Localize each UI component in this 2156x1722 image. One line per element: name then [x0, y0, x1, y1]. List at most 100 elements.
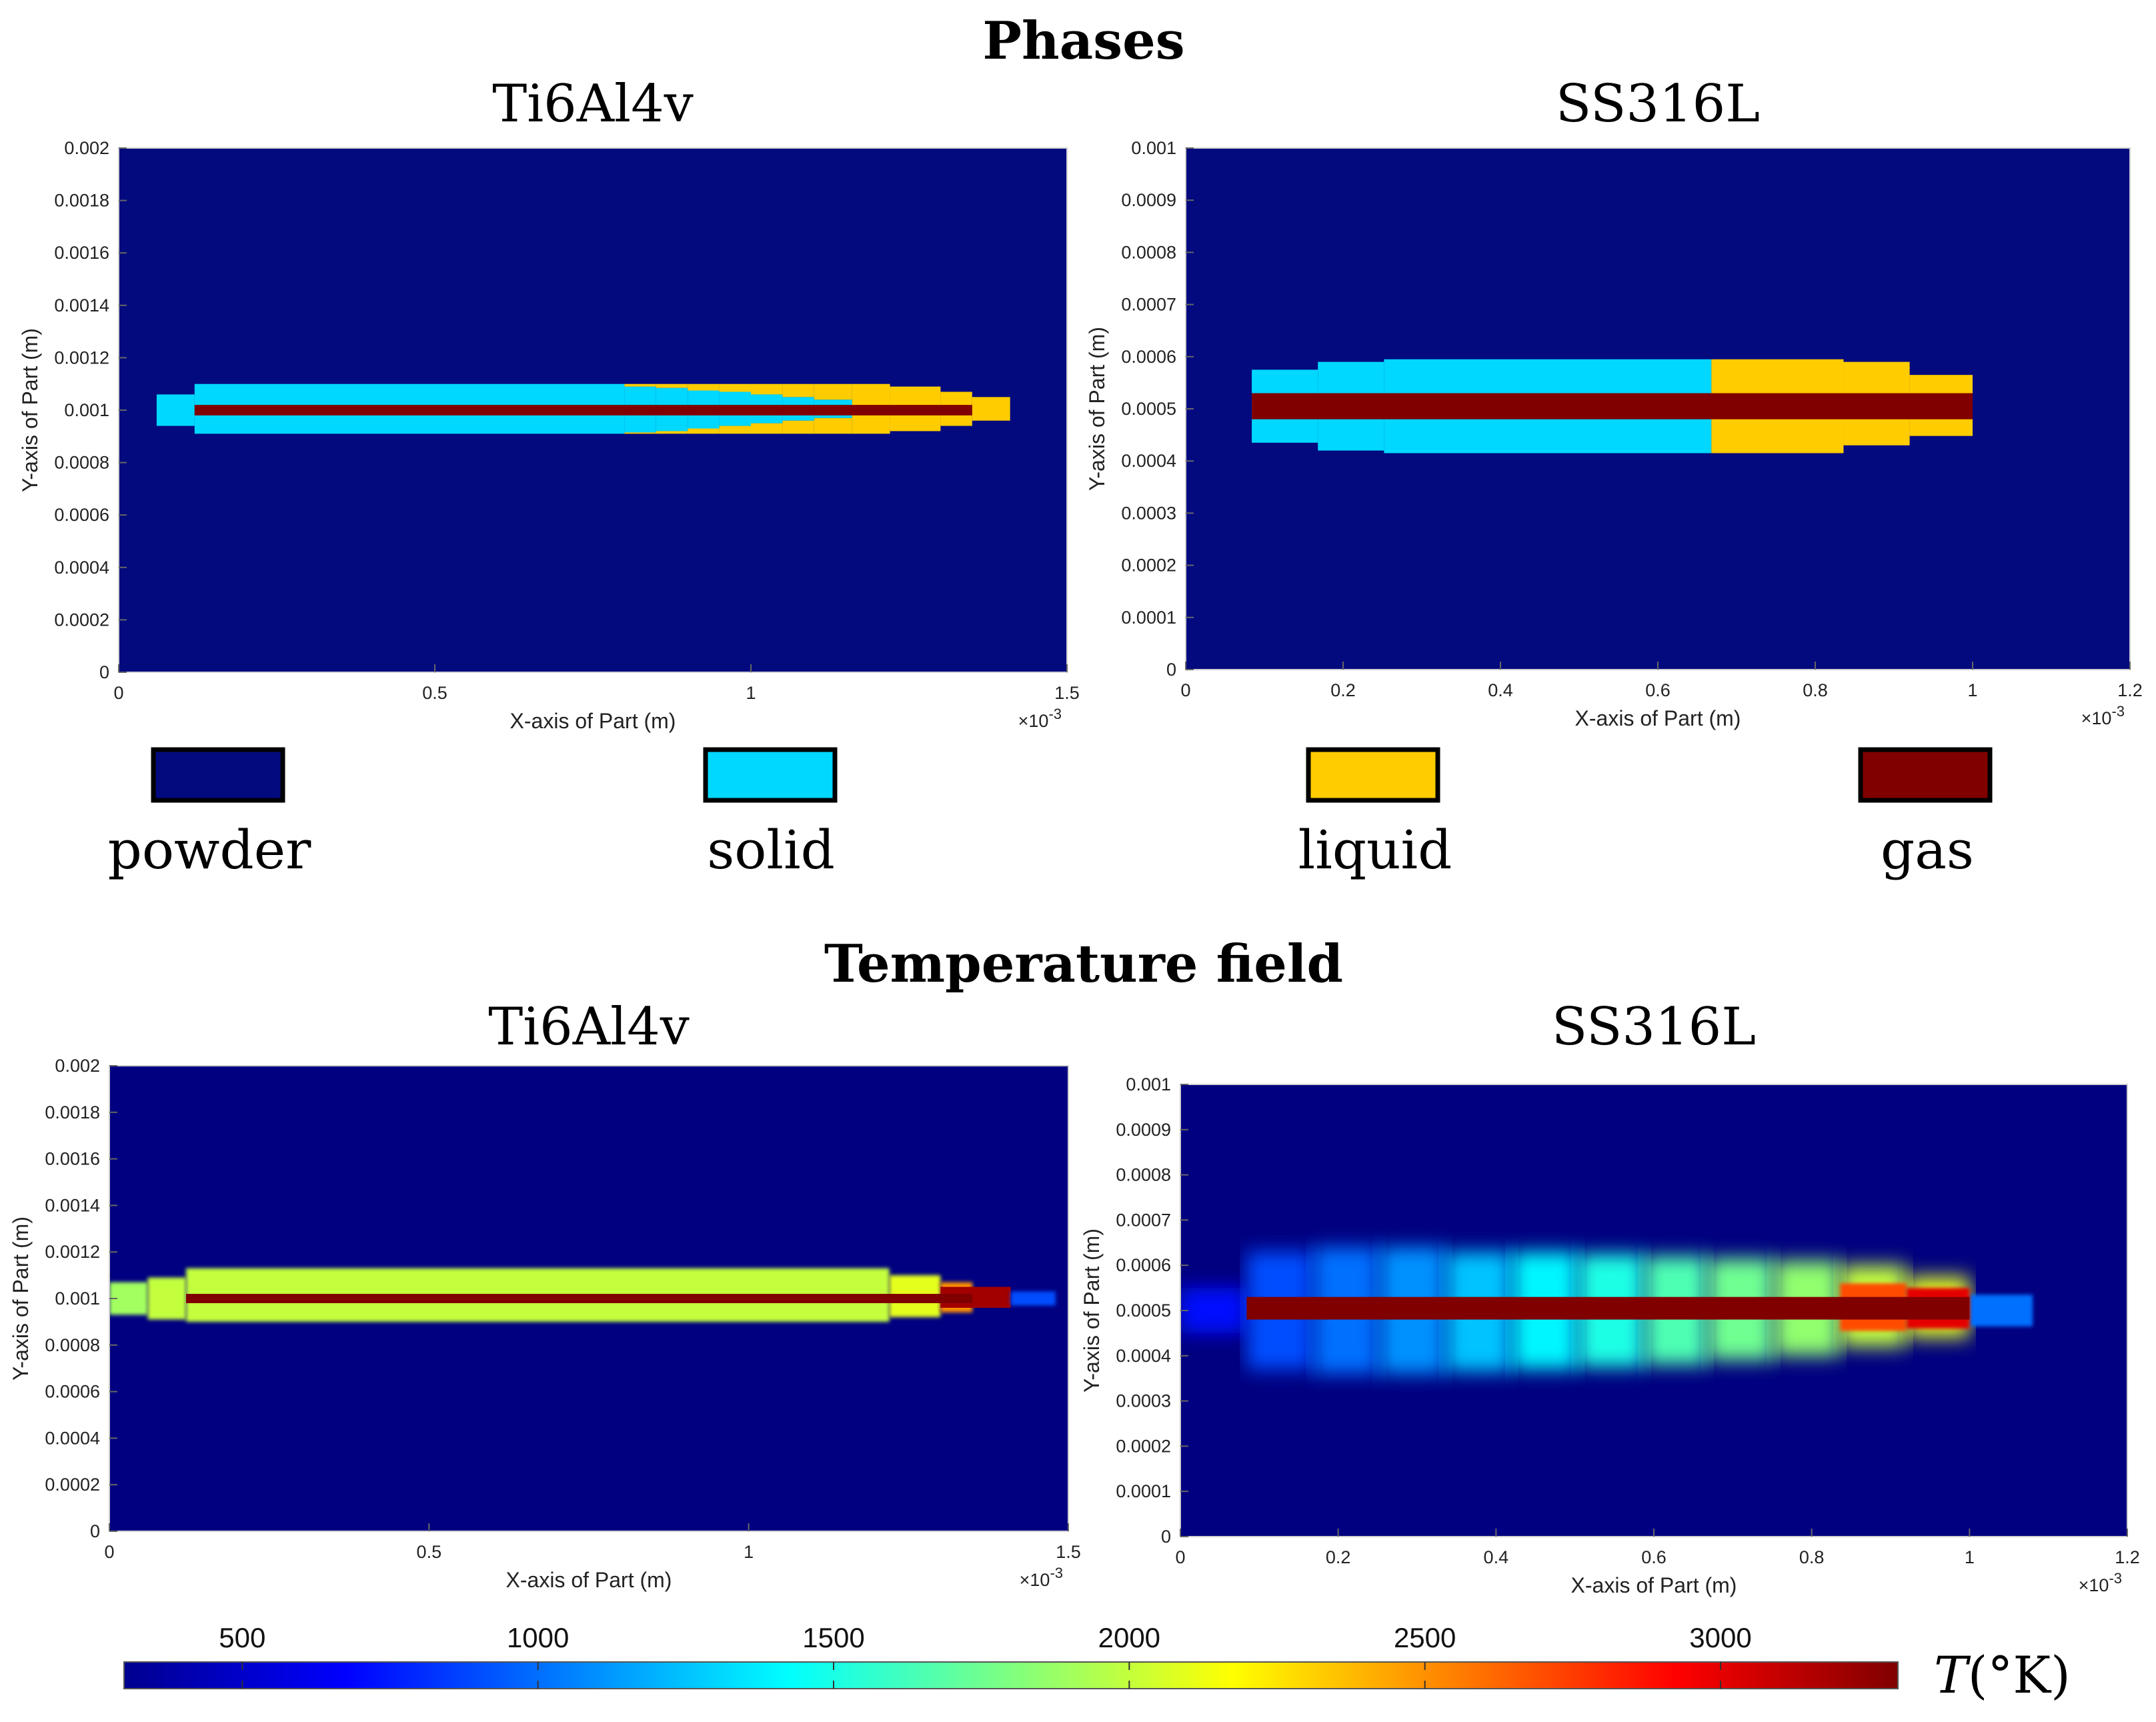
- y-tick-label: 0: [1161, 1527, 1171, 1547]
- y-tick-label: 0: [1166, 660, 1176, 680]
- x-tick-label: 0.6: [1645, 680, 1671, 700]
- y-tick-label: 0.0002: [45, 1475, 100, 1495]
- x-axis-exponent: ×10-3: [1020, 1565, 1063, 1590]
- y-tick-label: 0.0006: [54, 505, 109, 525]
- x-axis-exponent-power: -3: [2111, 703, 2125, 720]
- temperature-colorbar: 500 1000 1500 2000 2500 3000 T(°K): [123, 1622, 2071, 1705]
- y-tick-label: 0.0001: [1116, 1481, 1171, 1501]
- legend-swatch-powder: [151, 747, 285, 803]
- y-tick-label: 0.0016: [45, 1149, 100, 1169]
- x-tick-label: 0: [113, 683, 123, 703]
- x-tick-label: 1: [744, 1542, 754, 1562]
- x-tick-label: 0.8: [1803, 680, 1828, 700]
- legend-label-liquid: liquid: [1298, 819, 1452, 881]
- y-tick-label: 0.0006: [1116, 1255, 1171, 1275]
- y-tick-label: 0: [90, 1521, 100, 1541]
- phase-legend: powder solid liquid gas: [108, 747, 1993, 881]
- y-tick-label: 0.0004: [1116, 1346, 1171, 1366]
- temperature-cell: [186, 1294, 973, 1303]
- x-tick-label: 0.4: [1484, 1547, 1509, 1567]
- y-tick-label: 0.0018: [54, 191, 109, 211]
- y-tick-label: 0.002: [64, 138, 109, 158]
- legend-label-powder: powder: [108, 819, 311, 881]
- y-tick-label: 0.0005: [1121, 399, 1176, 419]
- colorbar-tick-label: 500: [219, 1622, 265, 1653]
- phase-region-liquid: [751, 423, 783, 434]
- x-axis-exponent-base: ×10: [2079, 1575, 2109, 1595]
- colorbar-label-unit: (°K): [1968, 1645, 2071, 1705]
- phase-region-liquid: [688, 383, 720, 391]
- y-tick-label: 0.0008: [1121, 242, 1176, 262]
- y-tick-label: 0.0008: [54, 453, 109, 473]
- y-tick-label: 0.0008: [1116, 1165, 1171, 1185]
- phase-region-liquid: [972, 397, 1010, 421]
- x-tick-label: 1.5: [1056, 1542, 1081, 1562]
- x-axis-label: X-axis of Part (m): [510, 709, 676, 733]
- y-tick-label: 0.0006: [1121, 347, 1176, 367]
- heatmap-cells: [156, 383, 1010, 434]
- y-axis-label: Y-axis of Part (m): [1085, 327, 1109, 491]
- y-tick-label: 0.001: [55, 1288, 100, 1309]
- x-tick-label: 0.5: [422, 683, 447, 703]
- x-axis-label: X-axis of Part (m): [1575, 706, 1741, 730]
- temperature-cell: [1010, 1291, 1056, 1306]
- legend-swatch-gas: [1858, 747, 1993, 803]
- heatmap-cells: [1180, 1247, 2033, 1374]
- y-axis-label: Y-axis of Part (m): [18, 328, 42, 492]
- heatmap-cells: [1252, 359, 1973, 454]
- y-axis-label: Y-axis of Part (m): [9, 1216, 33, 1381]
- y-tick-label: 0.0003: [1116, 1391, 1171, 1411]
- temperature-cell: [1969, 1295, 2033, 1327]
- y-tick-label: 0.0005: [1116, 1301, 1171, 1321]
- x-axis-exponent-power: -3: [2109, 1570, 2122, 1587]
- phase-region-liquid: [624, 383, 656, 387]
- y-tick-label: 0.0002: [1116, 1436, 1171, 1456]
- colorbar-tick-label: 2000: [1098, 1622, 1160, 1653]
- x-axis-exponent-base: ×10: [1020, 1570, 1050, 1590]
- x-axis-exponent-base: ×10: [1018, 711, 1049, 731]
- y-tick-label: 0.0012: [45, 1242, 100, 1262]
- y-tick-label: 0.0007: [1116, 1210, 1171, 1230]
- x-tick-label: 0.2: [1326, 1547, 1351, 1567]
- y-tick-label: 0.001: [1131, 138, 1176, 158]
- y-tick-label: 0.0014: [54, 295, 109, 315]
- y-tick-label: 0.0012: [54, 347, 109, 367]
- y-tick-label: 0.0002: [54, 610, 109, 630]
- y-tick-label: 0.0008: [45, 1335, 100, 1355]
- y-tick-label: 0.0001: [1121, 608, 1176, 628]
- y-axis-label: Y-axis of Part (m): [1080, 1228, 1104, 1393]
- phase-region-gas: [194, 405, 972, 415]
- colorbar-tick-label: 1000: [507, 1622, 569, 1653]
- y-tick-label: 0.0018: [45, 1102, 100, 1122]
- x-axis-label: X-axis of Part (m): [1571, 1573, 1737, 1597]
- y-tick-label: 0.0009: [1121, 190, 1176, 210]
- x-tick-label: 0.2: [1330, 680, 1356, 700]
- phase-region-solid: [156, 394, 195, 426]
- colorbar-tick-label: 3000: [1689, 1622, 1751, 1653]
- y-tick-label: 0.0004: [45, 1428, 100, 1448]
- phase-ss316l-panel: SS316L 0 0.2 0.4 0.6 0.8 1 1.2 0 0.0001 0.0002 0.00…: [1085, 74, 2143, 730]
- temperature-cell: [1180, 1288, 1247, 1333]
- x-tick-label: 1: [746, 683, 756, 703]
- phase-region-liquid: [719, 425, 751, 434]
- x-axis-exponent-power: -3: [1048, 706, 1062, 722]
- temperature-section-title: Temperature field: [824, 934, 1343, 994]
- panel-title: SS316L: [1556, 74, 1760, 134]
- x-tick-label: 1: [1965, 1547, 1975, 1567]
- x-axis-exponent: ×10-3: [2081, 703, 2125, 728]
- temperature-ss316l-panel: SS316L 0 0.2 0.4 0.6 0.8 1 1.2 0 0.0001 0.0002 0.00…: [1080, 997, 2140, 1597]
- temperature-ti6al4v-panel: Ti6Al4v 0 0.5 1 1.5 0 0.0002 0.0004 0.0006 0.0008…: [9, 997, 1081, 1592]
- colorbar-gradient: [123, 1661, 1899, 1689]
- y-tick-label: 0.0006: [45, 1382, 100, 1402]
- phase-region-liquid: [751, 383, 783, 395]
- temperature-cell: [147, 1277, 187, 1320]
- legend-label-solid: solid: [707, 819, 835, 881]
- phase-ti6al4v-panel: Ti6Al4v 0 0.5 1 1.5 0 0.0002 0.0004 0.0006 0.0008…: [18, 74, 1080, 733]
- x-axis-exponent: ×10-3: [1018, 706, 1062, 731]
- x-tick-label: 0: [104, 1542, 114, 1562]
- y-tick-label: 0.0004: [54, 558, 109, 578]
- x-tick-label: 0: [1180, 680, 1190, 700]
- phase-region-liquid: [814, 383, 852, 400]
- phase-region-liquid: [656, 431, 688, 434]
